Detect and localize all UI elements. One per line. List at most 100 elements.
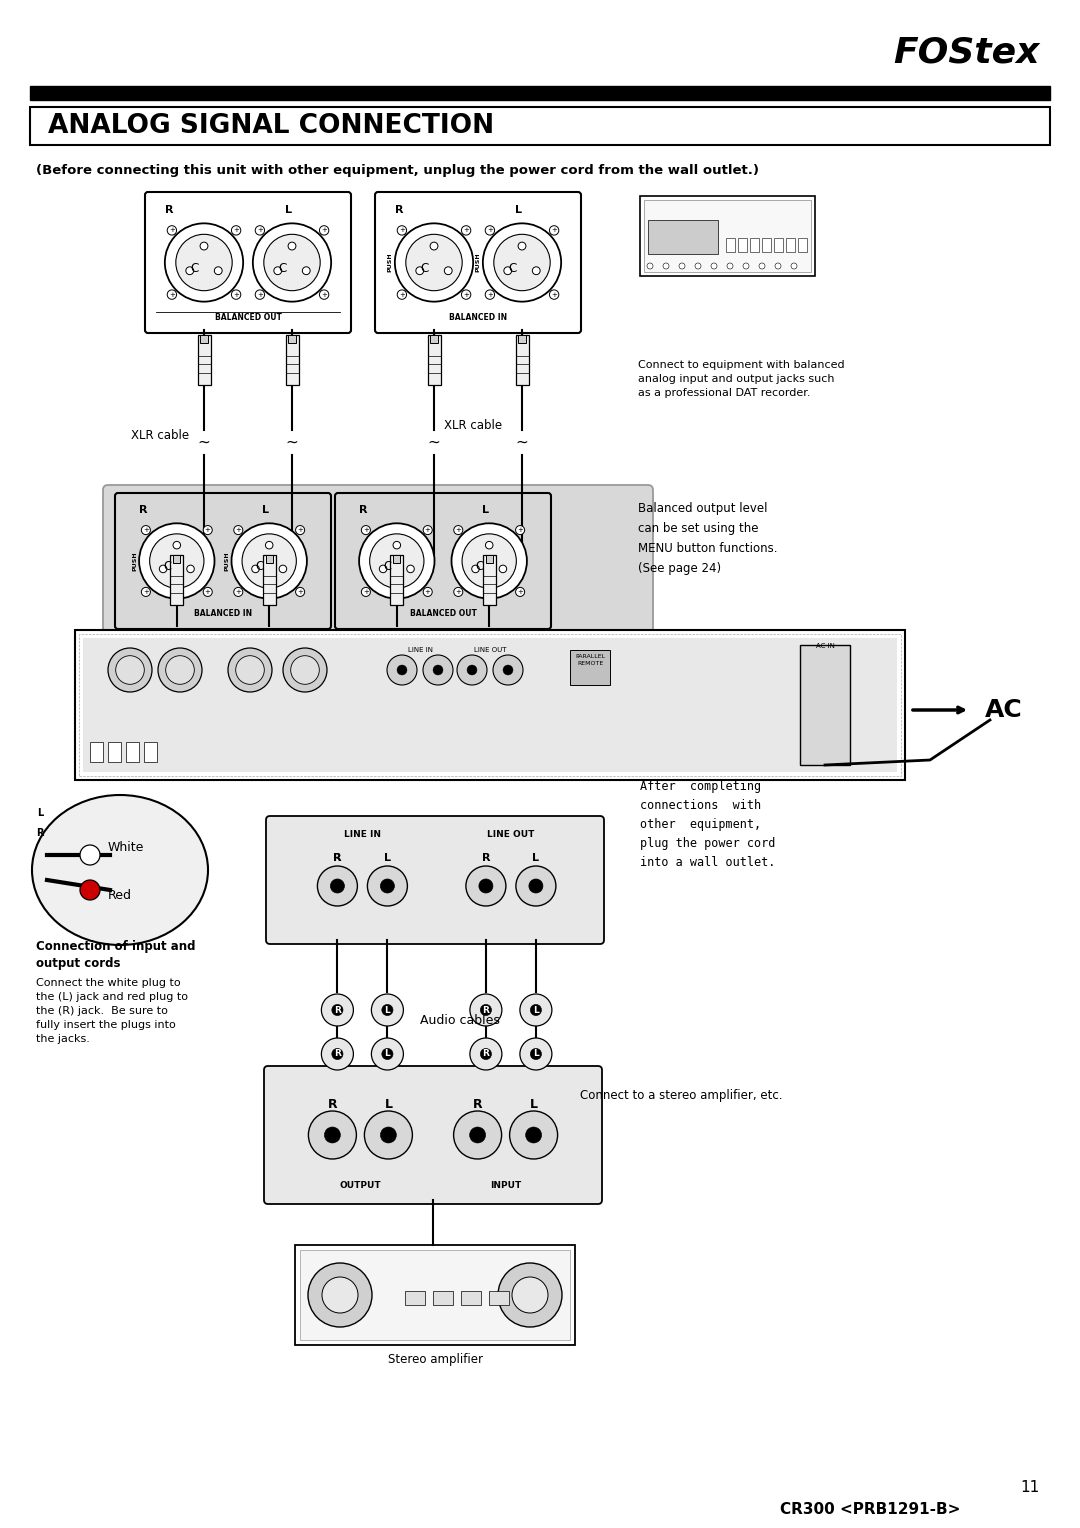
Circle shape: [167, 226, 177, 235]
Circle shape: [483, 223, 562, 301]
Text: +: +: [235, 588, 241, 594]
Circle shape: [235, 656, 265, 685]
Circle shape: [291, 656, 320, 685]
Bar: [433, 1291, 453, 1305]
Text: C: C: [190, 261, 199, 275]
Text: LINE IN: LINE IN: [343, 830, 381, 839]
Circle shape: [255, 226, 265, 235]
Circle shape: [515, 587, 525, 596]
Bar: [640, 196, 815, 277]
Text: L: L: [37, 808, 43, 817]
Circle shape: [679, 263, 685, 269]
Text: L: L: [383, 853, 391, 863]
Text: L: L: [482, 506, 489, 515]
Circle shape: [264, 234, 320, 290]
Circle shape: [231, 226, 241, 235]
Circle shape: [530, 1004, 541, 1016]
Circle shape: [485, 226, 495, 235]
Text: +: +: [257, 228, 262, 234]
Circle shape: [775, 263, 781, 269]
Circle shape: [481, 1048, 491, 1059]
Circle shape: [320, 290, 328, 299]
Bar: [288, 335, 296, 342]
Text: +: +: [399, 292, 405, 298]
Text: PUSH: PUSH: [225, 552, 230, 571]
Bar: [570, 649, 610, 685]
Bar: [83, 639, 897, 772]
Circle shape: [380, 1128, 396, 1143]
Text: AC IN: AC IN: [815, 643, 835, 649]
Circle shape: [372, 1038, 404, 1070]
Text: BALANCED IN: BALANCED IN: [194, 610, 252, 617]
Circle shape: [322, 1277, 357, 1313]
Bar: [798, 238, 807, 252]
Circle shape: [296, 587, 305, 596]
Text: R: R: [473, 1099, 483, 1111]
Bar: [486, 555, 492, 562]
Circle shape: [288, 241, 296, 251]
Circle shape: [141, 587, 150, 596]
Circle shape: [423, 526, 432, 535]
Bar: [405, 1291, 426, 1305]
Text: +: +: [424, 588, 431, 594]
Circle shape: [141, 526, 150, 535]
Circle shape: [176, 234, 232, 290]
Circle shape: [167, 290, 177, 299]
Circle shape: [518, 241, 526, 251]
Circle shape: [253, 223, 332, 301]
Text: LINE OUT: LINE OUT: [487, 830, 535, 839]
Bar: [644, 200, 811, 272]
Circle shape: [470, 995, 502, 1025]
Circle shape: [242, 533, 296, 588]
Circle shape: [504, 267, 512, 275]
Circle shape: [397, 226, 406, 235]
Text: +: +: [143, 527, 149, 533]
Text: +: +: [456, 588, 461, 594]
Text: Audio cables: Audio cables: [420, 1013, 500, 1027]
Text: CR300 <PRB1291-B>: CR300 <PRB1291-B>: [780, 1502, 960, 1517]
Circle shape: [231, 290, 241, 299]
Text: BALANCED IN: BALANCED IN: [449, 313, 508, 322]
Circle shape: [150, 533, 204, 588]
Circle shape: [233, 526, 243, 535]
Circle shape: [743, 263, 750, 269]
Circle shape: [200, 241, 208, 251]
Circle shape: [416, 267, 423, 275]
Bar: [648, 220, 718, 254]
Circle shape: [433, 665, 443, 675]
Circle shape: [407, 565, 415, 573]
Circle shape: [550, 290, 558, 299]
Bar: [173, 555, 180, 562]
Circle shape: [647, 263, 653, 269]
Text: ~: ~: [515, 435, 528, 451]
Text: R: R: [164, 205, 173, 215]
Text: +: +: [321, 228, 327, 234]
Text: +: +: [487, 292, 492, 298]
Circle shape: [454, 1111, 501, 1160]
Text: R: R: [482, 853, 490, 863]
Circle shape: [516, 866, 556, 906]
FancyBboxPatch shape: [266, 816, 604, 944]
Bar: [786, 238, 795, 252]
Text: L: L: [384, 1099, 392, 1111]
Text: C: C: [383, 561, 391, 573]
Circle shape: [515, 526, 525, 535]
Circle shape: [759, 263, 765, 269]
Text: +: +: [517, 527, 523, 533]
Text: FOStex: FOStex: [893, 35, 1040, 69]
Text: OUTPUT: OUTPUT: [339, 1181, 381, 1190]
Circle shape: [467, 665, 477, 675]
FancyBboxPatch shape: [335, 494, 551, 630]
Circle shape: [320, 226, 328, 235]
Circle shape: [393, 541, 401, 549]
Bar: [171, 555, 184, 605]
FancyBboxPatch shape: [145, 193, 351, 333]
Text: +: +: [456, 527, 461, 533]
Bar: [30, 107, 1050, 145]
Text: +: +: [463, 228, 469, 234]
Circle shape: [663, 263, 669, 269]
Circle shape: [332, 1004, 343, 1016]
Circle shape: [461, 226, 471, 235]
Bar: [126, 743, 139, 762]
Text: L: L: [262, 506, 269, 515]
